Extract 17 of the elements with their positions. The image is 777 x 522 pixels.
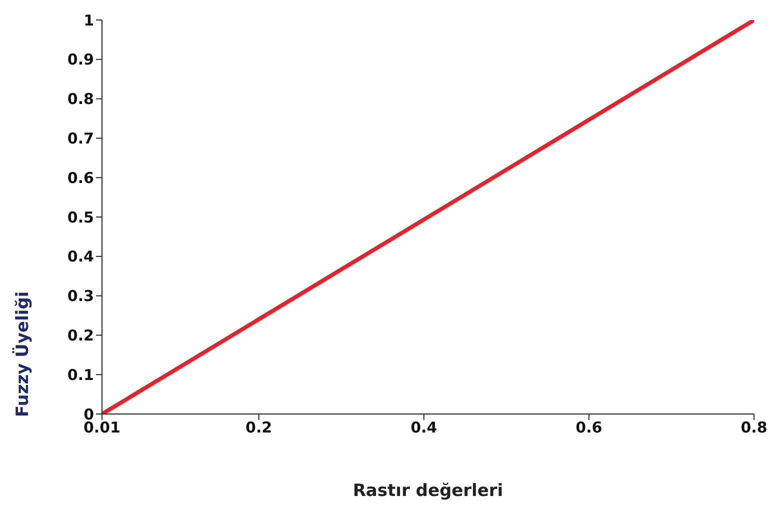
x-axis-title: Rastır değerleri <box>352 481 504 502</box>
y-tick-label: 0.8 <box>67 90 94 108</box>
y-tick-label: 0.9 <box>67 50 94 69</box>
x-tick-label: 0.8 <box>740 418 768 437</box>
y-tick-label: 0.7 <box>67 130 94 148</box>
y-axis-title: Fuzzy Üyeliği <box>12 291 34 417</box>
y-tick-label: 0.6 <box>67 168 94 187</box>
y-tick-label: 0.2 <box>67 326 94 345</box>
y-tick-label: 0.3 <box>67 287 94 306</box>
y-tick-label: 1 <box>84 11 94 30</box>
x-tick-label: 0.6 <box>576 418 602 437</box>
y-tick-label: 0.4 <box>67 248 94 266</box>
x-tick-label: 0.2 <box>246 418 272 437</box>
y-tick-label: 0.1 <box>67 366 94 384</box>
x-tick-label: 0.01 <box>83 418 121 437</box>
x-tick-label: 0.4 <box>410 418 438 437</box>
y-tick-label: 0.5 <box>67 208 94 226</box>
